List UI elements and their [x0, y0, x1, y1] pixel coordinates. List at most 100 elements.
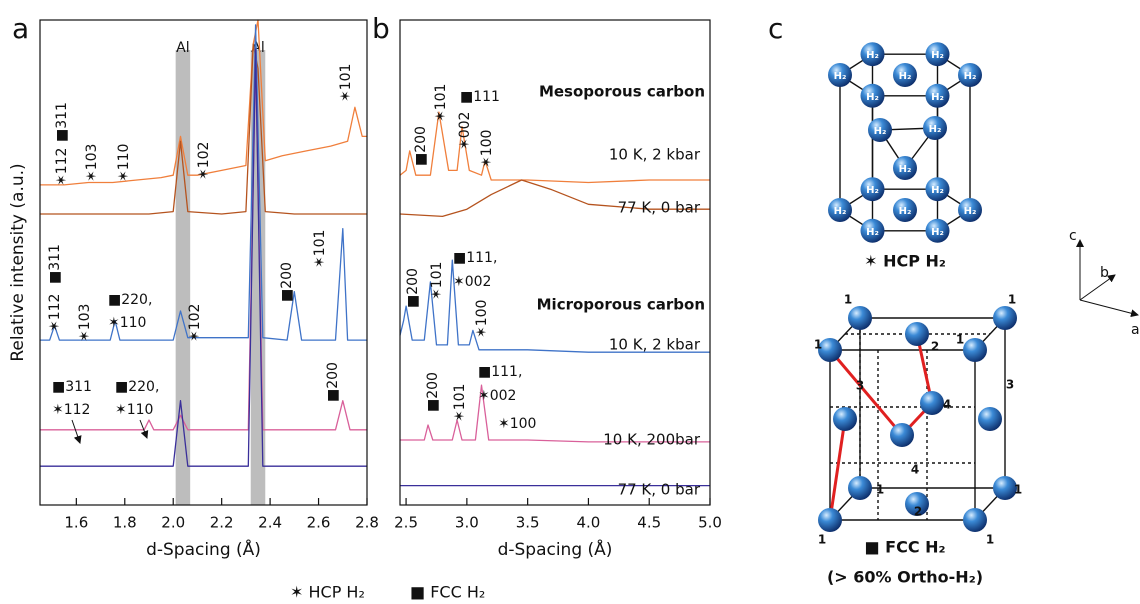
peak-label: ✶103 [77, 304, 93, 342]
peak-label: ✶102 [196, 142, 212, 180]
trace [40, 48, 367, 467]
peak-label: ✶110 [115, 402, 153, 418]
peak-label: ✶102 [187, 304, 203, 342]
ortho-bond [828, 349, 904, 436]
peak-label: ✶100 [498, 416, 536, 432]
h2-molecule [828, 63, 852, 87]
plot-frame [399, 19, 711, 506]
hcp-caption: ✶ HCP H₂ [864, 252, 946, 271]
arrow [139, 419, 149, 439]
x-tick-label: 3.5 [516, 514, 540, 532]
x-tick-label: 3.0 [455, 514, 479, 532]
peak-label: ✶101 [452, 384, 468, 422]
atom-number: 4 [943, 398, 951, 412]
h2-molecule [818, 338, 842, 362]
peak-label: ■200 [425, 372, 441, 412]
h2-molecule [905, 322, 929, 346]
fcc-caption: ■ FCC H₂ [864, 538, 945, 557]
atom-label: H₂ [899, 164, 912, 175]
h2-molecule [848, 476, 872, 500]
x-tick-label: 2.5 [394, 514, 418, 532]
x-tick-label: 1.8 [113, 514, 137, 532]
h2-molecule [925, 83, 950, 108]
atom-number: 2 [914, 505, 922, 519]
h2-molecule [893, 63, 917, 87]
trace [40, 24, 367, 341]
h2-molecule [958, 198, 982, 222]
peak-label: ■111, [478, 364, 522, 380]
content: aAl Al1.6 1.8 2.0 2.2 2.4 2.6 2.8✶101✶112■311✶1… [8, 12, 1140, 602]
fcc-note: (> 60% Ortho-H₂) [827, 568, 983, 587]
x-tick-label: 1.6 [64, 514, 88, 532]
atom-number: 1 [876, 483, 884, 497]
x-tick-label: 2.0 [161, 514, 185, 532]
h2-molecule [860, 83, 885, 108]
atom-label: H₂ [931, 227, 944, 238]
trace [40, 19, 367, 186]
group-label: Mesoporous carbon [539, 83, 705, 101]
al-band [175, 50, 191, 505]
h2-molecule [925, 218, 950, 243]
plot-frame [39, 19, 368, 506]
x-tick-label: 5.0 [698, 514, 722, 532]
peak-label: ■200 [325, 362, 341, 402]
peak-label: ✶101 [338, 64, 354, 102]
arrow [71, 419, 82, 444]
peak-label: ■220, [108, 292, 152, 308]
trace [400, 384, 710, 443]
peak-label: ■311 [54, 102, 70, 142]
atom-label: H₂ [964, 206, 977, 217]
atom-label: H₂ [931, 50, 944, 61]
atom-label: H₂ [964, 71, 977, 82]
h2-molecule [818, 508, 842, 532]
series-label: 10 K, 2 kbar [609, 336, 701, 354]
peak-label: ✶100 [474, 300, 490, 338]
x-tick-label: 4.5 [637, 514, 661, 532]
atom-label: H₂ [866, 185, 879, 196]
atom-label: H₂ [929, 124, 942, 135]
peak-label: ✶112 [52, 402, 90, 418]
peak-label: ✶103 [84, 144, 100, 182]
atom-number: 4 [911, 463, 919, 477]
atom-number: 1 [1008, 293, 1016, 307]
h2-molecule [893, 198, 917, 222]
h2-molecule [893, 156, 917, 180]
series-label: 77 K, 0 bar [618, 481, 701, 499]
peak-label: ✶112 [54, 148, 70, 186]
atom-label: H₂ [931, 92, 944, 103]
peak-label: ✶002 [457, 112, 473, 150]
peak-label: ✶101 [312, 230, 328, 268]
h2-molecule [925, 177, 950, 202]
x-tick-label: 2.2 [210, 514, 234, 532]
atom-label: H₂ [834, 71, 847, 82]
h2-molecule [848, 306, 872, 330]
h2-molecule [963, 508, 987, 532]
atom-label: H₂ [834, 206, 847, 217]
peak-label: ✶002 [453, 274, 491, 290]
h2-molecule [905, 492, 929, 516]
legend-entry: ■ FCC H₂ [410, 583, 485, 602]
band-label: Al [176, 40, 189, 56]
trace [399, 259, 710, 353]
trace [40, 58, 367, 431]
peak-label: ✶110 [116, 144, 132, 182]
axis-name: a [1131, 322, 1140, 338]
atom-number: 1 [1014, 483, 1022, 497]
axis-name: c [1069, 228, 1077, 244]
x-tick-label: 2.6 [307, 514, 331, 532]
trace [40, 43, 367, 215]
series-label: 77 K, 0 bar [618, 199, 701, 217]
peak-label: ✶101 [429, 262, 445, 300]
atom-label: H₂ [866, 227, 879, 238]
h2-molecule [993, 306, 1017, 330]
legend-entry: ✶ HCP H₂ [290, 583, 365, 602]
peak-label: ✶002 [478, 388, 516, 404]
panel-label: c [768, 12, 783, 45]
atom-label: H₂ [874, 126, 887, 137]
x-axis-label: d-Spacing (Å) [146, 538, 261, 560]
peak-label: ✶110 [108, 315, 146, 331]
atom-number: 1 [986, 533, 994, 547]
peak-label: ■200 [413, 126, 429, 166]
peak-label: ■311 [52, 379, 92, 395]
